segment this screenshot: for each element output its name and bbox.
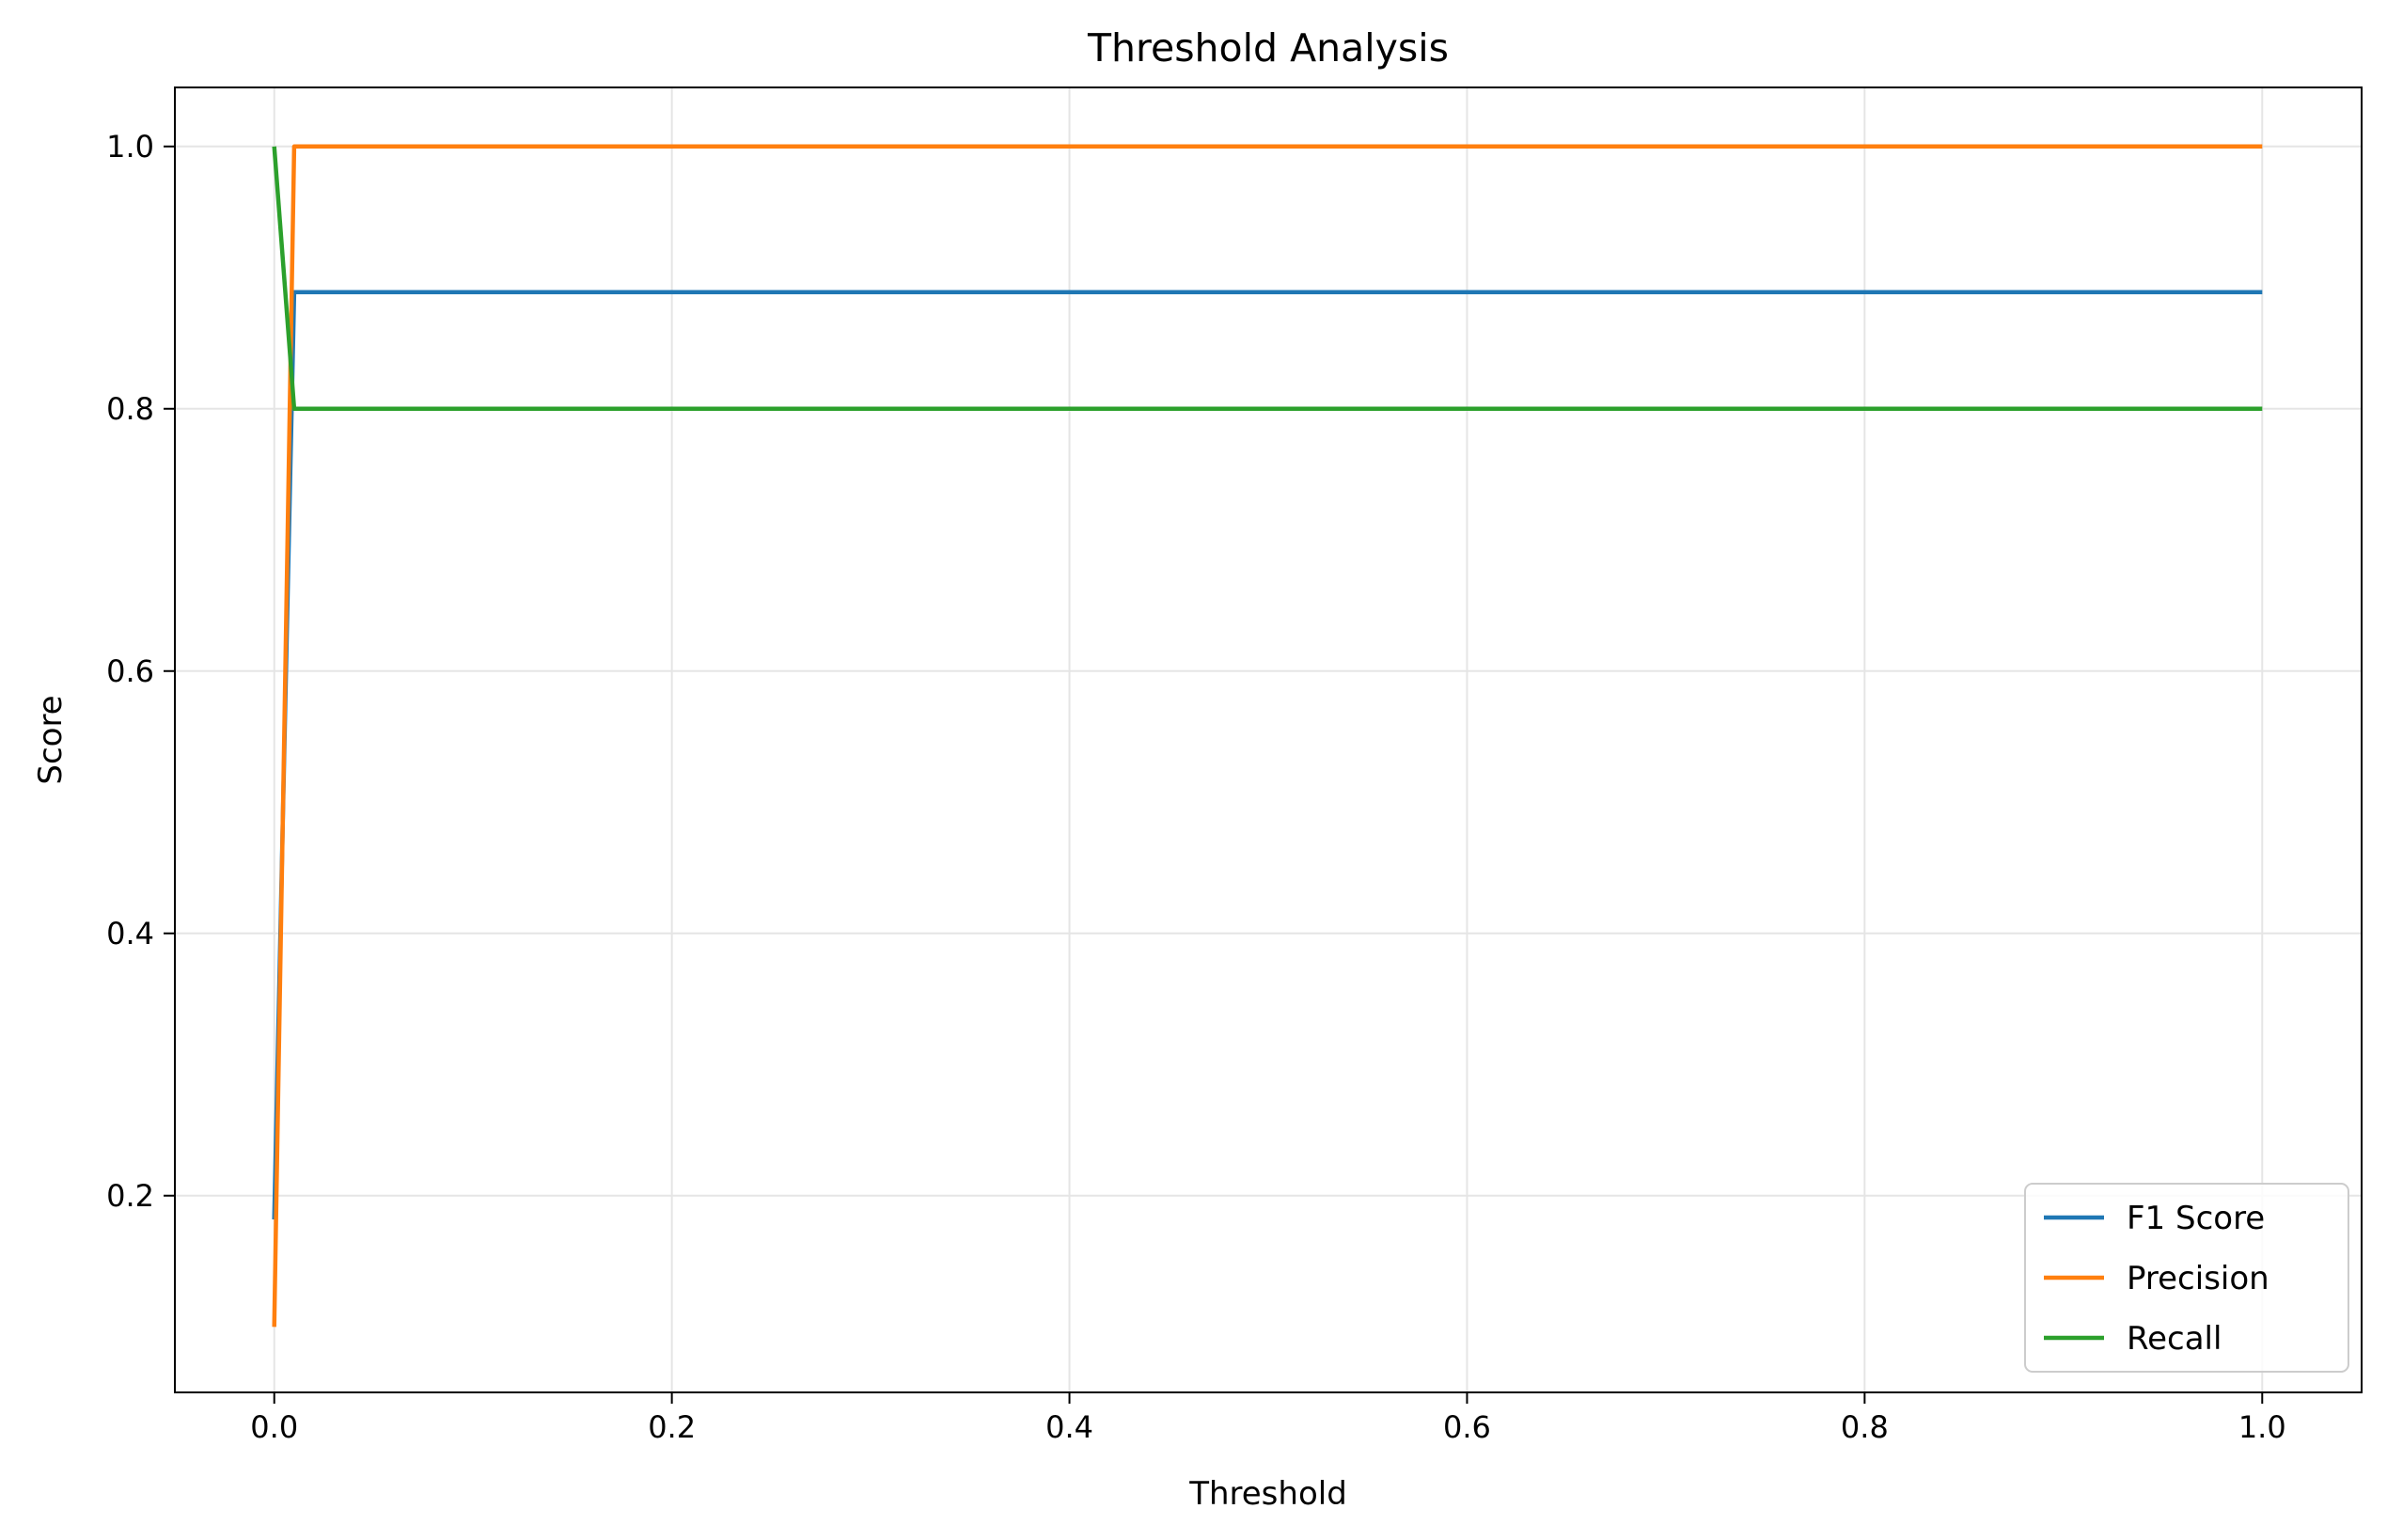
x-tick-label: 0.8 bbox=[1841, 1409, 1889, 1445]
y-tick-label: 1.0 bbox=[106, 129, 154, 165]
x-tick-label: 0.6 bbox=[1443, 1409, 1491, 1445]
series-line-precision bbox=[272, 144, 2263, 1328]
x-axis: 0.0 0.2 0.4 0.6 0.8 1.0 bbox=[250, 1392, 2286, 1445]
series-layer bbox=[272, 144, 2263, 1328]
x-tick-label: 1.0 bbox=[2238, 1409, 2286, 1445]
y-axis-label: Score bbox=[32, 695, 70, 784]
y-axis: 0.2 0.4 0.6 0.8 1.0 bbox=[106, 129, 175, 1214]
legend-label-f1-score: F1 Score bbox=[2127, 1200, 2265, 1237]
x-axis-label: Threshold bbox=[1188, 1475, 1347, 1513]
y-tick-label: 0.4 bbox=[106, 916, 154, 951]
y-tick-label: 0.6 bbox=[106, 653, 154, 689]
legend-label-recall: Recall bbox=[2127, 1320, 2222, 1358]
x-tick-label: 0.0 bbox=[250, 1409, 298, 1445]
y-tick-label: 0.8 bbox=[106, 391, 154, 427]
legend-box bbox=[2024, 1183, 2349, 1373]
plot-frame bbox=[174, 86, 2363, 1393]
series-line-recall bbox=[272, 146, 2263, 412]
legend: F1 Score Precision Recall bbox=[2024, 1183, 2349, 1373]
chart-title: Threshold Analysis bbox=[1087, 25, 1449, 71]
x-tick-label: 0.2 bbox=[648, 1409, 696, 1445]
y-tick-label: 0.2 bbox=[106, 1178, 154, 1214]
x-tick-label: 0.4 bbox=[1045, 1409, 1093, 1445]
legend-label-precision: Precision bbox=[2127, 1260, 2269, 1297]
